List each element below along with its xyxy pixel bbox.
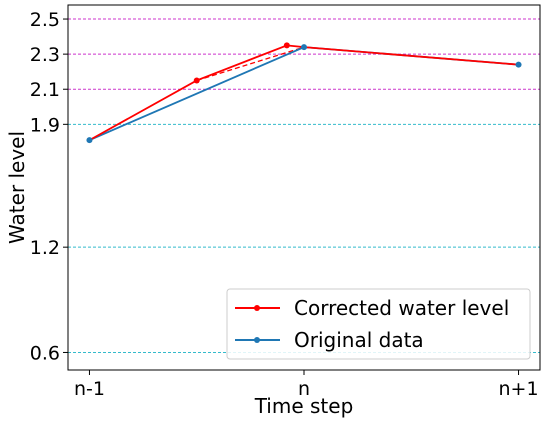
series-line <box>89 44 519 141</box>
y-tick-label: 2.1 <box>30 79 60 101</box>
y-tick-label: 0.6 <box>30 342 60 364</box>
x-tick-label: n <box>298 378 310 400</box>
legend-box <box>226 288 531 360</box>
legend-label-original: Original data <box>294 328 424 352</box>
legend-marker-corrected <box>254 305 260 311</box>
data-point <box>193 77 200 84</box>
legend-label-corrected: Corrected water level <box>294 296 509 320</box>
series-layer <box>86 42 522 144</box>
legend: Corrected water level Original data <box>226 288 531 360</box>
dashed-correction-line <box>196 46 305 82</box>
x-tick-label: n-1 <box>74 378 105 400</box>
data-point <box>283 42 290 49</box>
data-point <box>86 137 93 144</box>
data-point <box>301 44 307 51</box>
y-axis-label: Water level <box>5 131 29 244</box>
legend-marker-original <box>254 337 260 343</box>
y-tick-label: 1.2 <box>30 237 60 259</box>
x-axis-label: Time step <box>254 394 354 418</box>
data-point <box>515 61 522 68</box>
series-line <box>89 46 519 141</box>
y-tick-label: 2.3 <box>30 44 60 66</box>
x-tick-label: n+1 <box>499 378 539 400</box>
y-tick-label: 2.5 <box>30 9 60 31</box>
y-tick-label: 1.9 <box>30 114 60 136</box>
axis-ticks: 0.6 1.2 1.9 2.1 2.3 2.5 n-1 n n+1 <box>30 9 539 400</box>
